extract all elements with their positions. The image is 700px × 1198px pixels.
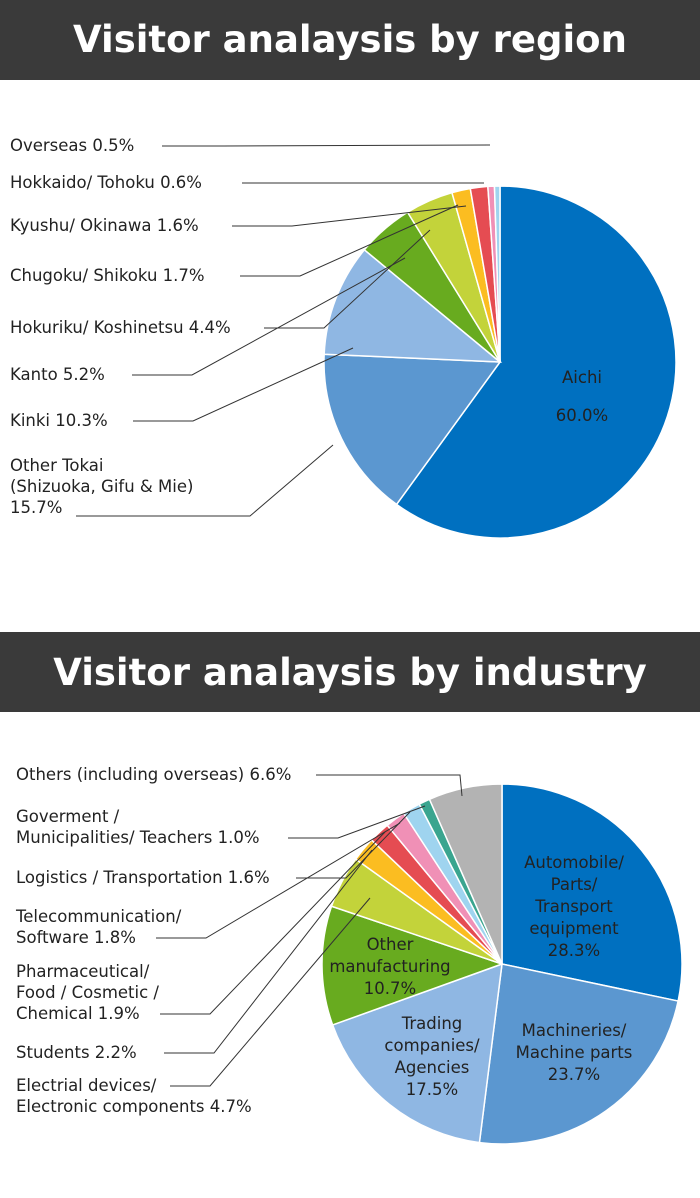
leader-line-pharmaceutical-food-cosmetic-chemical: [160, 831, 386, 1015]
leader-line-students: [164, 849, 373, 1054]
slice-label-trading-companies-agencies: Trading companies/Agencies 17.5%: [384, 1014, 480, 1099]
pie-slice-other-manufacturing: [321, 905, 505, 1026]
callout-label-kanto: Kanto 5.2%: [10, 365, 105, 384]
leader-line-electrial-devices-electronic-components: [170, 897, 371, 1087]
leader-line-kanto: [132, 257, 406, 376]
callout-label-overseas: Overseas 0.5%: [10, 136, 134, 155]
region-pie-chart: Aichi 60.0% Other Tokai (Shizuoka, Gifu & M…: [10, 136, 677, 539]
callout-label-students: Students 2.2%: [16, 1043, 137, 1062]
pie-slice-overseas: [493, 185, 501, 363]
callout-label-chugoku-shikoku: Chugoku/ Shikoku 1.7%: [10, 266, 205, 285]
callout-label-other-tokai-shizuoka-gifu-mie: Other Tokai (Shizuoka, Gifu & Mie) 15.7%: [10, 456, 193, 517]
leader-line-logistics-transportation: [296, 811, 411, 879]
leader-line-kyushu-okinawa: [232, 205, 467, 227]
region-title-banner: Visitor analaysis by region: [0, 0, 700, 80]
leader-line-chugoku-shikoku: [240, 204, 459, 277]
pie-slice-automobile-parts-transport-equipment: [501, 783, 683, 1002]
callout-label-kinki: Kinki 10.3%: [10, 411, 108, 430]
pie-slice-trading-companies-agencies: [331, 962, 503, 1144]
industry-pie-chart: Automobile/Parts/Transport equipment 28.3%…: [15, 765, 683, 1145]
leader-line-hokuriku-koshinetsu: [264, 229, 431, 329]
industry-title-banner: Visitor analaysis by industry: [0, 632, 700, 712]
callout-label-pharmaceutical-food-cosmetic-chemical: Pharmaceutical/Food / Cosmetic / Chemical…: [16, 962, 159, 1023]
slice-label-other-manufacturing: Other manufacturing 10.7%: [329, 935, 450, 998]
leader-line-goverment-municipalities-teachers: [288, 805, 426, 839]
callout-label-hokkaido-tohoku: Hokkaido/ Tohoku 0.6%: [10, 173, 202, 192]
slice-label-automobile-parts-transport-equipment: Automobile/Parts/Transport equipment 28.3%: [524, 853, 624, 960]
leader-line-others-including-overseas: [316, 774, 463, 797]
callout-label-logistics-transportation: Logistics / Transportation 1.6%: [16, 868, 270, 887]
leader-line-other-tokai-shizuoka-gifu-mie: [76, 444, 334, 517]
pie-slice-aichi: [395, 185, 677, 539]
leader-line-overseas: [162, 144, 491, 147]
leader-line-kinki: [133, 347, 354, 422]
callout-label-electrial-devices-electronic-components: Electrial devices/Electronic components …: [16, 1076, 252, 1116]
pie-slice-others-including-overseas: [428, 783, 503, 965]
slice-label-machineries-machine-parts: Machineries/Machine parts 23.7%: [516, 1021, 633, 1084]
callout-label-telecommunication-software: Telecommunication/Software 1.8%: [15, 907, 182, 947]
slice-label-aichi: Aichi 60.0%: [556, 368, 608, 425]
callout-label-kyushu-okinawa: Kyushu/ Okinawa 1.6%: [10, 216, 199, 235]
pie-slice-machineries-machine-parts: [478, 963, 680, 1145]
pie-slice-other-tokai-shizuoka-gifu-mie: [323, 353, 502, 506]
callout-label-goverment-municipalities-teachers: Goverment / Municipalities/ Teachers 1.0%: [16, 807, 260, 847]
leader-line-telecommunication-software: [156, 822, 401, 939]
callout-label-others-including-overseas: Others (including overseas) 6.6%: [16, 765, 291, 784]
callout-label-hokuriku-koshinetsu: Hokuriku/ Koshinetsu 4.4%: [10, 318, 231, 337]
